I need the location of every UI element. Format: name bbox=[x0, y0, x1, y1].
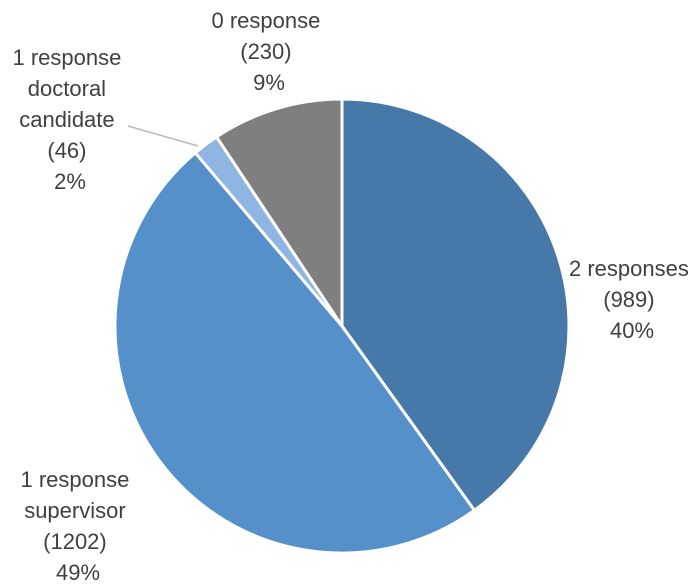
label-0-response-percent: 9% bbox=[253, 70, 285, 95]
label-2-responses-percent: 40% bbox=[610, 318, 654, 343]
label-doctoral-count: (46) bbox=[47, 138, 86, 163]
label-0-response-count: (230) bbox=[240, 39, 291, 64]
pie-slice-1-response-supervisor bbox=[113, 150, 477, 555]
label-supervisor-name-1: 1 response bbox=[21, 467, 130, 492]
label-supervisor: 1 response supervisor (1202) 49% bbox=[21, 467, 136, 585]
leader-line-doctoral-candidate bbox=[127, 125, 199, 147]
label-0-response-name: 0 response bbox=[212, 8, 321, 33]
label-supervisor-percent: 49% bbox=[56, 560, 100, 585]
pie-slices bbox=[113, 97, 571, 555]
label-doctoral-name-1: 1 response bbox=[13, 45, 122, 70]
label-2-responses-name: 2 responses bbox=[569, 256, 689, 281]
label-doctoral-name-3: candidate bbox=[19, 107, 114, 132]
label-2-responses: 2 responses (989) 40% bbox=[569, 256, 695, 343]
pie-slice-0-response bbox=[214, 97, 344, 331]
label-0-response: 0 response (230) 9% bbox=[212, 8, 327, 95]
label-2-responses-count: (989) bbox=[603, 287, 654, 312]
pie-slice-2-responses bbox=[340, 97, 571, 513]
label-doctoral-candidate: 1 response doctoral candidate (46) 2% bbox=[13, 45, 128, 194]
label-doctoral-percent: 2% bbox=[54, 169, 86, 194]
label-supervisor-name-2: supervisor bbox=[24, 498, 125, 523]
label-supervisor-count: (1202) bbox=[43, 529, 107, 554]
label-doctoral-name-2: doctoral bbox=[28, 76, 106, 101]
